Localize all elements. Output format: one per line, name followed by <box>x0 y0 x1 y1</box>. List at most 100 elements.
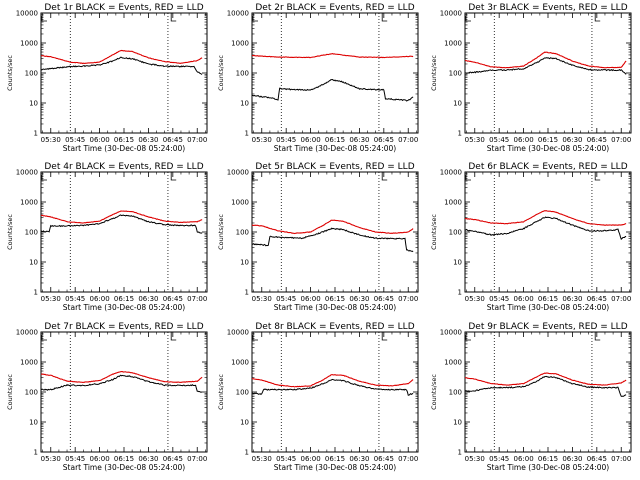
x-axis-label: Start Time (30-Dec-08 05:24:00) <box>274 463 396 472</box>
y-tick-label: 100 <box>236 389 249 397</box>
x-axis-label: Start Time (30-Dec-08 05:24:00) <box>274 303 396 312</box>
series-line-events <box>251 227 414 253</box>
series-line-lld <box>40 210 203 224</box>
series-line-events <box>40 56 203 75</box>
y-axis-label: Counts/sec <box>6 55 14 91</box>
y-axis-label: Counts/sec <box>430 374 438 410</box>
series-line-events <box>464 375 627 397</box>
x-axis-label: Start Time (30-Dec-08 05:24:00) <box>63 463 185 472</box>
x-tick-label: 06:45 <box>163 136 183 144</box>
y-tick-label: 10000 <box>227 169 249 177</box>
x-tick-label: 06:45 <box>374 136 394 144</box>
x-tick-label: 05:45 <box>489 295 509 303</box>
x-tick-label: 06:00 <box>513 455 533 463</box>
x-tick-label: 07:00 <box>611 295 631 303</box>
panel-grid: Det 1r BLACK = Events, RED = LLD11010010… <box>6 3 632 472</box>
y-tick-label: 1 <box>34 130 38 138</box>
x-tick-label: 05:30 <box>465 136 485 144</box>
y-tick-label: 1000 <box>20 199 38 207</box>
y-tick-label: 1000 <box>444 40 462 48</box>
y-tick-label: 100 <box>25 389 38 397</box>
panel-2: Det 2r BLACK = Events, RED = LLD 1 10 100 10… <box>217 3 419 153</box>
y-tick-label: 100 <box>236 70 249 78</box>
top-marker <box>381 13 388 22</box>
y-tick-label: 10000 <box>227 10 249 18</box>
top-marker <box>381 172 388 181</box>
y-tick-label: 10 <box>29 100 38 108</box>
x-tick-label: 07:00 <box>611 136 631 144</box>
x-tick-label: 06:00 <box>89 455 109 463</box>
corner-marker <box>465 175 471 181</box>
panel-5: Det 5r BLACK = Events, RED = LLD 1 10 100 10… <box>217 162 419 312</box>
x-tick-label: 06:45 <box>587 136 607 144</box>
x-tick-label: 05:45 <box>276 295 296 303</box>
x-tick-label: 05:30 <box>41 455 61 463</box>
x-tick-label: 06:30 <box>138 136 158 144</box>
y-tick-label: 1 <box>458 130 462 138</box>
corner-marker <box>41 175 47 181</box>
y-tick-label: 1000 <box>444 199 462 207</box>
top-marker <box>170 332 177 341</box>
x-tick-label: 06:15 <box>325 455 345 463</box>
panel-title: Det 8r BLACK = Events, RED = LLD <box>255 322 414 332</box>
x-tick-label: 05:45 <box>276 455 296 463</box>
y-tick-label: 10000 <box>440 329 462 337</box>
x-tick-label: 05:30 <box>465 295 485 303</box>
x-tick-label: 07:00 <box>398 295 418 303</box>
y-tick-label: 10 <box>240 419 249 427</box>
x-tick-label: 06:45 <box>163 455 183 463</box>
x-tick-label: 06:15 <box>538 136 558 144</box>
y-tick-label: 100 <box>449 389 462 397</box>
panel-7: Det 7r BLACK = Events, RED = LLD 1 10 100 10… <box>6 322 208 472</box>
y-tick-label: 100 <box>449 70 462 78</box>
x-axis-label: Start Time (30-Dec-08 05:24:00) <box>63 144 185 153</box>
x-tick-label: 05:45 <box>65 455 85 463</box>
y-tick-label: 10000 <box>16 329 38 337</box>
series-line-lld <box>40 370 203 383</box>
x-tick-label: 07:00 <box>398 455 418 463</box>
y-tick-label: 10000 <box>16 169 38 177</box>
y-tick-label: 10000 <box>440 169 462 177</box>
x-axis-label: Start Time (30-Dec-08 05:24:00) <box>487 463 609 472</box>
x-tick-label: 05:30 <box>252 295 272 303</box>
x-tick-label: 06:30 <box>562 455 582 463</box>
x-tick-label: 06:45 <box>374 295 394 303</box>
x-tick-label: 07:00 <box>398 136 418 144</box>
panel-title: Det 4r BLACK = Events, RED = LLD <box>44 162 203 172</box>
series-line-lld <box>251 219 414 235</box>
panel-title: Det 2r BLACK = Events, RED = LLD <box>255 3 414 13</box>
panel-title: Det 9r BLACK = Events, RED = LLD <box>468 322 627 332</box>
x-tick-label: 06:30 <box>138 455 158 463</box>
y-tick-label: 1 <box>245 449 249 457</box>
x-tick-label: 05:30 <box>252 455 272 463</box>
series-line-lld <box>464 210 627 226</box>
x-tick-label: 06:30 <box>349 295 369 303</box>
series-line-events <box>40 374 203 393</box>
top-marker <box>594 13 601 22</box>
x-axis-label: Start Time (30-Dec-08 05:24:00) <box>487 144 609 153</box>
y-tick-label: 10000 <box>227 329 249 337</box>
y-tick-label: 1 <box>458 449 462 457</box>
y-tick-label: 1 <box>245 130 249 138</box>
y-tick-label: 1000 <box>231 359 249 367</box>
x-tick-label: 07:00 <box>611 455 631 463</box>
x-tick-label: 06:30 <box>138 295 158 303</box>
y-axis-label: Counts/sec <box>217 55 225 91</box>
x-tick-label: 06:45 <box>587 455 607 463</box>
top-marker <box>594 332 601 341</box>
x-tick-label: 05:45 <box>489 136 509 144</box>
series-line-lld <box>251 374 414 388</box>
x-tick-label: 06:15 <box>114 295 134 303</box>
corner-marker <box>465 16 471 22</box>
corner-marker <box>252 175 258 181</box>
x-tick-label: 06:45 <box>374 455 394 463</box>
x-tick-label: 06:15 <box>114 455 134 463</box>
y-tick-label: 1000 <box>231 40 249 48</box>
x-tick-label: 05:45 <box>276 136 296 144</box>
series-line-events <box>40 214 203 234</box>
x-tick-label: 07:00 <box>187 295 207 303</box>
y-tick-label: 1000 <box>20 40 38 48</box>
x-tick-label: 06:30 <box>562 295 582 303</box>
x-tick-label: 06:45 <box>587 295 607 303</box>
